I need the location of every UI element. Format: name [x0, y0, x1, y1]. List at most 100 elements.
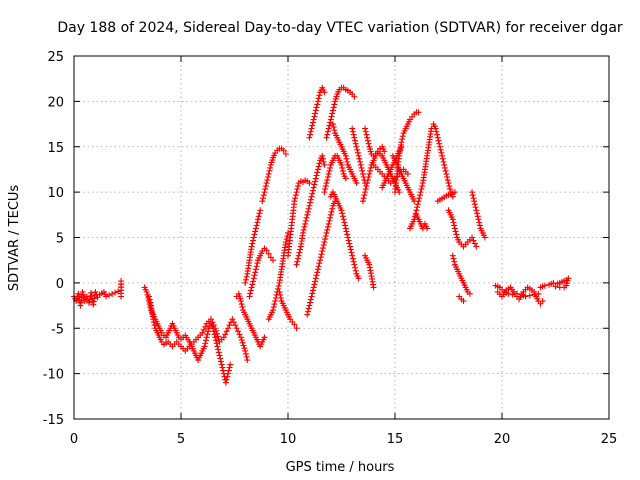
data-point — [146, 296, 153, 303]
data-point — [308, 293, 315, 300]
data-point — [246, 293, 253, 300]
data-point — [213, 327, 220, 334]
data-point — [222, 331, 229, 338]
data-point — [304, 311, 311, 318]
data-point — [230, 319, 237, 326]
data-point — [312, 275, 319, 282]
data-point — [223, 376, 230, 383]
data-point — [220, 367, 227, 374]
data-point — [314, 101, 321, 108]
data-point — [322, 186, 329, 193]
data-point — [476, 219, 483, 226]
data-point — [272, 298, 279, 305]
data-point — [204, 331, 211, 338]
data-point — [307, 199, 314, 206]
data-point — [322, 183, 329, 190]
data-point — [443, 170, 450, 177]
data-point — [473, 243, 480, 250]
data-point — [313, 172, 320, 179]
data-point — [214, 333, 221, 340]
data-point — [251, 272, 258, 279]
data-point — [352, 264, 359, 271]
data-point — [243, 353, 250, 360]
data-point — [349, 252, 356, 259]
data-point — [440, 158, 447, 165]
data-point — [200, 326, 207, 333]
data-point — [312, 178, 319, 185]
data-point — [250, 237, 257, 244]
data-point — [319, 245, 326, 252]
data-point — [318, 251, 325, 258]
data-point — [476, 222, 483, 229]
data-point — [451, 222, 458, 229]
data-point — [444, 174, 451, 180]
data-point — [404, 170, 411, 177]
data-point — [460, 298, 467, 305]
data-point — [324, 174, 331, 180]
data-point — [324, 131, 331, 138]
data-point — [314, 169, 321, 176]
data-point — [310, 184, 317, 191]
data-point — [325, 220, 332, 227]
data-point — [267, 164, 274, 171]
data-point — [321, 239, 328, 246]
data-point — [344, 234, 351, 241]
data-point — [311, 113, 318, 120]
data-point — [213, 330, 220, 337]
data-point — [296, 249, 303, 256]
data-point — [327, 214, 334, 221]
data-point — [302, 217, 309, 224]
data-point — [291, 198, 298, 205]
data-point — [254, 219, 261, 226]
data-point — [441, 161, 448, 168]
data-point — [398, 139, 405, 146]
data-point — [311, 281, 318, 288]
data-point — [324, 128, 331, 135]
data-point — [264, 177, 271, 184]
data-point — [275, 282, 282, 289]
data-point — [344, 231, 351, 238]
data-point — [242, 350, 249, 357]
data-point — [225, 367, 232, 374]
data-point — [265, 174, 272, 180]
data-point — [307, 128, 314, 135]
data-point — [364, 134, 371, 141]
data-point — [263, 180, 270, 187]
data-point — [309, 287, 316, 294]
data-point — [219, 364, 226, 371]
data-point — [417, 189, 424, 196]
data-point — [322, 232, 329, 239]
data-point — [203, 334, 210, 341]
data-point — [438, 149, 445, 156]
data-point — [235, 328, 242, 335]
data-point — [293, 261, 300, 268]
data-point — [226, 322, 233, 329]
data-point — [106, 292, 113, 299]
data-point — [359, 198, 366, 205]
data-point — [331, 127, 338, 134]
data-point — [294, 258, 301, 265]
data-point — [216, 352, 223, 359]
data-point — [306, 134, 313, 141]
data-point — [236, 331, 243, 338]
data-point — [424, 225, 431, 232]
data-point — [280, 147, 287, 154]
data-point — [270, 304, 277, 311]
data-point — [212, 334, 219, 341]
data-point — [358, 164, 365, 171]
data-point — [79, 288, 86, 295]
x-tick-label: 0 — [70, 432, 78, 447]
data-point — [344, 158, 351, 165]
data-point — [218, 361, 225, 368]
data-point — [253, 263, 260, 270]
data-point — [451, 225, 458, 232]
data-point — [255, 213, 262, 220]
data-point — [541, 282, 548, 289]
data-point — [330, 124, 337, 131]
data-point — [252, 228, 259, 235]
data-point — [249, 281, 256, 288]
data-point — [345, 237, 352, 244]
data-point — [326, 122, 333, 129]
data-point — [314, 166, 321, 173]
data-point — [452, 228, 459, 235]
